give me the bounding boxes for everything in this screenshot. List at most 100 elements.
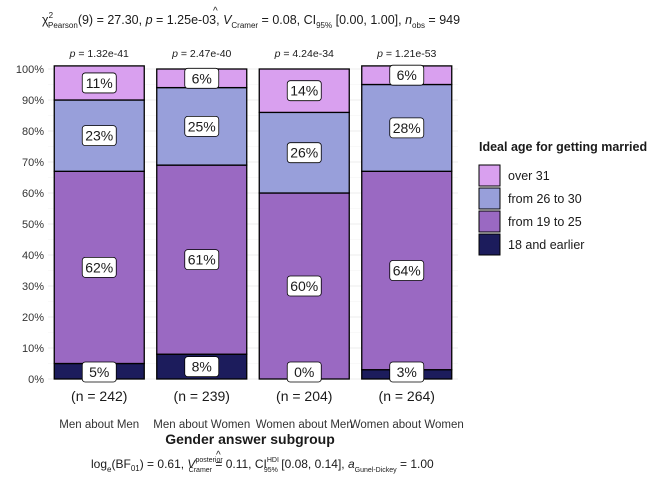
- caption-a-label: a: [348, 457, 355, 471]
- p-label: p: [69, 48, 76, 60]
- caption-a-sub: Gunel-Dickey: [355, 467, 398, 474]
- bar-value-label: 23%: [85, 128, 113, 144]
- bar-value-label: 61%: [188, 252, 216, 268]
- caption-bf-01: 01: [131, 464, 140, 473]
- bar-value-label: 6%: [192, 70, 212, 86]
- caption-ci-value: [0.08, 0.14],: [278, 457, 348, 471]
- title-p-value: = 1.25e-03,: [153, 13, 224, 27]
- bar-value-label: 14%: [290, 83, 318, 99]
- bar-value-label-box: [81, 256, 117, 278]
- p-value: = 2.47e-40: [178, 48, 232, 60]
- bar-value-label-box: [286, 142, 322, 164]
- x-tick-label: Men about Women: [153, 419, 250, 431]
- legend-label: from 19 to 25: [508, 215, 582, 229]
- p-label: p: [376, 48, 383, 60]
- bar-count-label: (n = 204): [276, 388, 332, 404]
- caption-bf-value: (BF: [111, 457, 130, 471]
- x-axis-label: Gender answer subgroup: [165, 431, 335, 447]
- title-v-value: = 0.08, CI: [258, 13, 316, 27]
- bar-count-label: (n = 242): [71, 388, 127, 404]
- legend-label: 18 and earlier: [508, 238, 584, 252]
- bars: 5% 62% 23% 11% p = 1.32e-41 8% 61% 25% 6% p = 2.4…: [53, 48, 453, 383]
- bar-value-label-box: [81, 72, 117, 94]
- title-stat-label: χ: [42, 13, 49, 27]
- bar-value-label: 6%: [397, 67, 417, 83]
- legend-swatch: [478, 210, 501, 233]
- bar-value-label-box: [184, 115, 220, 137]
- legend-label: from 26 to 30: [508, 192, 582, 206]
- caption-bf-rest: ) = 0.61,: [140, 457, 188, 471]
- p-label: p: [171, 48, 178, 60]
- x-tick-label: Men about Men: [59, 419, 139, 431]
- caption-v-sup: posterior: [195, 457, 223, 464]
- bar-value-label-box: [286, 80, 322, 102]
- y-tick-label: 80%: [22, 126, 44, 138]
- y-axis: 0% 10% 20% 30% 40% 50% 60% 70% 80% 90% 100%: [16, 64, 44, 386]
- legend: Ideal age for getting married over 31 from…: [478, 140, 647, 256]
- legend-swatch: [478, 164, 501, 187]
- bar-value-label: 62%: [85, 259, 113, 275]
- title-n-label: n: [405, 13, 412, 27]
- bar-value-label-box: [81, 125, 117, 147]
- bar-value-label-box: [389, 361, 425, 383]
- title-p-label: p: [145, 13, 153, 27]
- caption-v-hat: ^: [216, 450, 221, 461]
- p-value: = 4.24e-34: [280, 48, 334, 60]
- bar-value-label-box: [389, 117, 425, 139]
- p-value: = 1.21e-53: [383, 48, 437, 60]
- bar-value-label-box: [389, 64, 425, 86]
- y-tick-label: 10%: [22, 343, 44, 355]
- bar-value-label: 60%: [290, 278, 318, 294]
- y-tick-label: 100%: [16, 64, 44, 76]
- p-label: p: [274, 48, 281, 60]
- bar-p-value: p = 1.32e-41: [69, 48, 129, 60]
- bar-value-label: 3%: [397, 364, 417, 380]
- title-n-sub: obs: [412, 21, 425, 30]
- bar-p-value: p = 2.47e-40: [171, 48, 231, 60]
- title-stat-sub: Pearson: [48, 21, 78, 30]
- y-tick-label: 70%: [22, 157, 44, 169]
- x-tick-label: Women about Men: [256, 419, 353, 431]
- y-tick-label: 50%: [22, 219, 44, 231]
- bar-count-label: (n = 264): [379, 388, 435, 404]
- caption-a-value: = 1.00: [397, 457, 434, 471]
- bar-value-label-box: [389, 260, 425, 281]
- legend-swatch: [478, 187, 501, 210]
- legend-label: over 31: [508, 169, 550, 183]
- bar-p-value: p = 1.21e-53: [376, 48, 436, 60]
- bar-value-label-box: [184, 67, 220, 89]
- y-tick-label: 0%: [28, 374, 44, 386]
- x-axis: (n = 242) Men about Men (n = 239) Men about…: [59, 388, 463, 431]
- x-tick-label: Women about Women: [350, 419, 464, 431]
- bar-value-label-box: [184, 356, 220, 378]
- bar-count-label: (n = 239): [174, 388, 230, 404]
- y-tick-label: 30%: [22, 281, 44, 293]
- bar-value-label: 5%: [89, 364, 109, 380]
- bar-value-label-box: [286, 361, 322, 383]
- bar-value-label: 25%: [188, 118, 216, 134]
- title-n-value: = 949: [425, 13, 460, 27]
- y-tick-label: 90%: [22, 95, 44, 107]
- caption-ci-sup: HDI: [267, 457, 279, 464]
- bar-value-label: 26%: [290, 145, 318, 161]
- bar-value-label: 11%: [86, 75, 113, 91]
- bar-value-label-box: [81, 361, 117, 383]
- title-stat-sup: 2: [49, 11, 54, 20]
- y-tick-label: 40%: [22, 250, 44, 262]
- title-v-sub: Cramer: [231, 21, 258, 30]
- caption-v-sub: Cramer: [189, 467, 213, 474]
- bar-value-label: 64%: [393, 263, 421, 279]
- caption-v-label: V: [187, 457, 196, 471]
- chart-title: χ2 Pearson(9) = 27.30, p = 1.25e-03, VCra…: [42, 11, 460, 30]
- y-tick-label: 20%: [22, 312, 44, 324]
- chart-caption: loge(BF01) = 0.61, Vposterior Cramer = 0.…: [91, 457, 434, 474]
- p-value: = 1.32e-41: [75, 48, 129, 60]
- title-v-label: V: [223, 13, 233, 27]
- bar-value-label: 28%: [393, 120, 421, 136]
- legend-swatch: [478, 233, 501, 256]
- title-ci-value: [0.00, 1.00],: [332, 13, 405, 27]
- caption-v-value: = 0.11, CI: [212, 457, 267, 471]
- caption-bf-label: log: [91, 457, 107, 471]
- caption-ci-sub: 95%: [264, 467, 278, 474]
